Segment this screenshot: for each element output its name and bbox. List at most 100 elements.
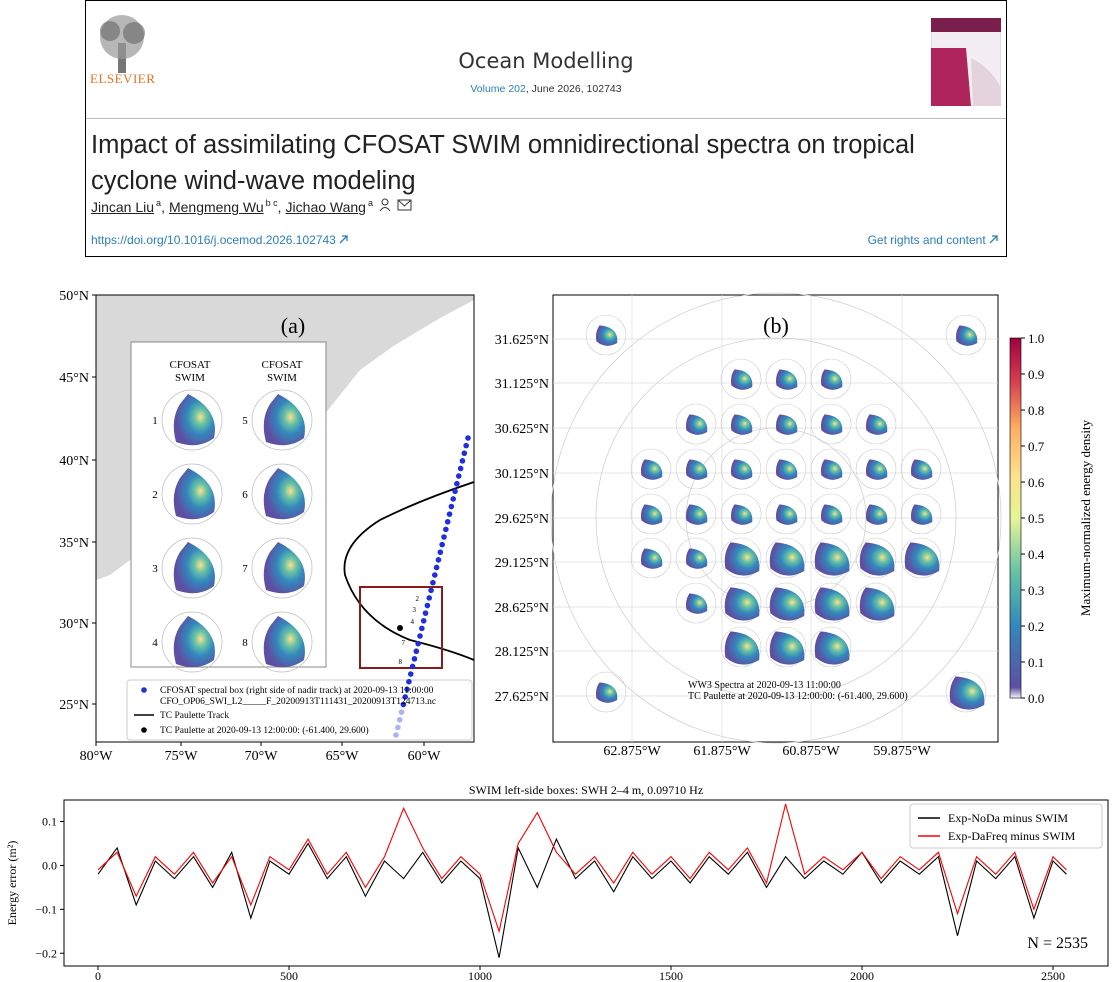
spectrum-ring	[765, 626, 807, 668]
spectrum-ring	[810, 537, 852, 579]
spectrum-glyph	[949, 676, 985, 710]
spectrum-glyph	[769, 587, 805, 621]
inset-header: CFOSAT	[170, 359, 211, 371]
spectrum-ring	[720, 358, 762, 400]
legend-label: TC Paulette at 2020-09-13 12:00:00: (-61…	[160, 725, 369, 736]
spectrum-glyph	[821, 504, 843, 525]
doi-text[interactable]: https://doi.org/10.1016/j.ocemod.2026.10…	[91, 233, 336, 247]
inset-label: 8	[242, 637, 248, 649]
spectral-box-dot	[409, 663, 416, 670]
colorbar-tick-label: 0.5	[1028, 511, 1044, 526]
spectrum-ring	[765, 448, 807, 490]
track-label: 2	[416, 595, 420, 603]
x-tick-label: 1500	[659, 969, 683, 982]
author[interactable]: Mengmeng Wu	[168, 199, 264, 215]
external-icon	[339, 235, 348, 244]
spectrum-ring	[161, 389, 223, 451]
spectrum-glyph	[596, 325, 618, 346]
x-tick-label: 2500	[1041, 969, 1065, 982]
spectrum-glyph	[686, 504, 708, 525]
author[interactable]: Jichao Wang	[285, 199, 366, 215]
spectrum-ring	[855, 493, 897, 535]
spectral-box-dot	[446, 511, 453, 517]
spectrum-glyph	[641, 459, 663, 480]
spectrum-glyph	[821, 369, 843, 390]
spectrum-ring	[675, 403, 717, 445]
y-tick-label: 27.625°N	[495, 690, 549, 705]
spectrum-ring	[765, 403, 807, 445]
spectrum-ring	[161, 611, 223, 673]
x-tick-label: 80°W	[80, 749, 114, 764]
spectrum-ring	[810, 626, 852, 668]
spectral-box-dot	[444, 518, 451, 525]
series-line	[97, 837, 1067, 958]
colorbar	[1009, 337, 1022, 699]
divider	[86, 118, 1006, 119]
panel-a: (a) 50°N 45°N 40°N 35°N 30°N 25°N 80°W 75°W 70°W 6…	[59, 289, 475, 764]
panel-b: 31.625°N 31.125°N 30.625°N 30.125°N 29.625°N…	[495, 292, 1093, 759]
author-icons	[379, 198, 412, 212]
rights-text[interactable]: Get rights and content	[867, 233, 986, 247]
y-tick-label: 45°N	[59, 371, 89, 386]
spectrum-ring	[720, 582, 762, 624]
author[interactable]: Jincan Liu	[91, 199, 155, 215]
spectral-box-dot	[457, 465, 464, 472]
spectrum-ring	[855, 537, 897, 579]
volume-link[interactable]: Volume 202	[470, 83, 526, 95]
spectral-box-dot	[396, 716, 403, 723]
spectral-box-dot	[428, 587, 434, 594]
storm-track	[343, 481, 474, 661]
spectrum-ring	[630, 448, 672, 490]
legend-marker	[141, 687, 147, 693]
track-label: 7	[402, 639, 406, 647]
x-tick-label: 70°W	[245, 749, 279, 764]
inset-label: 3	[152, 563, 158, 575]
spectrum-glyph	[596, 682, 618, 703]
annotation: N = 2535	[1027, 935, 1088, 952]
affiliation: b c	[265, 198, 278, 209]
colorbar-tick-label: 0.7	[1028, 439, 1045, 454]
journal-name[interactable]: Ocean Modelling	[458, 49, 634, 73]
spectrum-ring	[945, 671, 987, 713]
spectrum-ring	[855, 403, 897, 445]
spectrum-ring	[810, 403, 852, 445]
spectral-box-dot	[433, 564, 440, 571]
spectrum-ring	[630, 537, 672, 579]
article-title: Impact of assimilating CFOSAT SWIM omnid…	[91, 131, 915, 195]
rights-link[interactable]: Get rights and content	[868, 233, 998, 247]
axes-frame	[95, 294, 475, 743]
spectrum-ring	[810, 448, 852, 490]
spectrum-glyph	[776, 414, 798, 435]
spectrum-ring	[765, 582, 807, 624]
spectral-box-dot	[393, 732, 399, 738]
spectral-box-dot	[404, 686, 410, 693]
spectrum-ring	[900, 493, 942, 535]
spectral-box-dot	[455, 473, 462, 479]
spectral-box-dot	[463, 442, 469, 449]
colorbar-tick-label: 0.1	[1028, 655, 1044, 670]
spectrum-ring	[720, 626, 762, 668]
track-label: 8	[399, 658, 403, 666]
spectrum-ring	[675, 493, 717, 535]
external-icon	[989, 235, 998, 244]
polar-ring	[595, 337, 957, 699]
spectral-box-dot	[415, 640, 421, 647]
spectral-box-dot	[431, 572, 438, 578]
inset-label: 4	[152, 637, 158, 649]
spectral-box-dot	[461, 450, 468, 457]
spectrum-glyph	[866, 504, 888, 525]
spectrum-ring	[251, 537, 313, 599]
spectrum-ring	[855, 582, 897, 624]
spectrum-glyph	[724, 542, 760, 576]
spectrum-ring	[810, 493, 852, 535]
colorbar-tick-label: 0.4	[1028, 547, 1045, 562]
spectral-box-dot	[417, 633, 423, 639]
spectrum-ring	[720, 537, 762, 579]
spectrum-glyph	[731, 369, 753, 390]
doi-link[interactable]: https://doi.org/10.1016/j.ocemod.2026.10…	[91, 233, 348, 247]
spectrum-ring	[945, 314, 987, 356]
spectral-box-dot	[419, 625, 425, 632]
spectral-box-dot	[422, 610, 429, 616]
